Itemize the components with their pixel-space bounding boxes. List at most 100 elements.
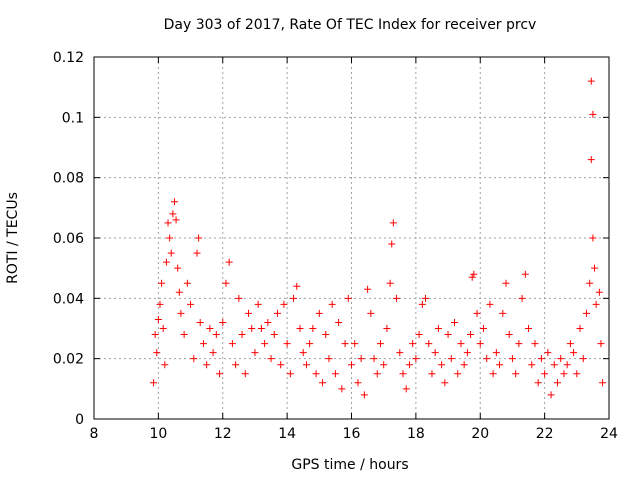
data-point <box>344 294 352 302</box>
data-point <box>370 355 378 363</box>
data-point <box>153 349 161 357</box>
y-tick-label: 0.06 <box>53 231 84 247</box>
data-point <box>415 331 423 339</box>
data-point <box>479 325 487 332</box>
data-point <box>473 309 481 317</box>
x-tick-label: 8 <box>90 426 99 442</box>
data-point <box>444 331 452 339</box>
y-tick-label: 0.12 <box>53 50 84 66</box>
data-point <box>309 325 317 332</box>
data-point <box>486 300 494 308</box>
data-point <box>447 355 455 363</box>
data-point <box>557 355 565 363</box>
data-point <box>199 340 207 348</box>
data-point <box>425 340 433 348</box>
data-point <box>579 355 587 363</box>
data-point <box>537 355 545 363</box>
data-point <box>166 234 174 242</box>
data-point <box>438 361 446 369</box>
data-point <box>195 234 203 242</box>
data-point <box>164 219 172 227</box>
data-point <box>563 361 571 369</box>
data-point <box>293 282 301 290</box>
data-point <box>150 379 158 387</box>
y-tick-label: 0.02 <box>53 352 84 368</box>
data-point <box>280 300 288 308</box>
data-point <box>409 340 417 348</box>
y-tick-label: 0 <box>75 412 84 428</box>
data-point <box>206 325 214 332</box>
data-point <box>393 294 401 302</box>
data-point <box>159 325 167 332</box>
data-point <box>325 355 333 363</box>
data-point <box>270 331 278 339</box>
data-point <box>389 219 397 227</box>
data-point <box>183 279 191 287</box>
data-point <box>595 288 603 296</box>
data-point <box>354 379 362 387</box>
data-point <box>302 361 310 369</box>
data-point <box>528 361 536 369</box>
data-point <box>463 349 471 357</box>
data-point <box>190 355 198 363</box>
chart-title: Day 303 of 2017, Rate Of TEC Index for r… <box>163 17 537 33</box>
data-point <box>267 355 275 363</box>
x-tick-label: 20 <box>471 426 489 442</box>
data-point <box>434 325 442 332</box>
data-point <box>451 318 458 326</box>
data-point <box>216 370 224 378</box>
x-tick-label: 24 <box>600 426 618 442</box>
data-point <box>599 379 607 387</box>
data-point <box>499 309 507 317</box>
data-point <box>405 361 413 369</box>
data-point <box>331 370 339 378</box>
data-point <box>169 210 177 218</box>
data-point <box>586 279 594 287</box>
data-point <box>312 370 320 378</box>
data-point <box>170 198 178 206</box>
data-point <box>315 309 323 317</box>
y-tick-label: 0.04 <box>53 291 84 307</box>
data-point <box>470 270 478 278</box>
data-point <box>386 279 394 287</box>
data-point <box>209 349 217 357</box>
data-point <box>518 294 526 302</box>
x-tick-label: 12 <box>214 426 232 442</box>
data-point <box>547 391 555 399</box>
data-point <box>399 370 407 378</box>
data-point <box>196 318 204 326</box>
data-point <box>570 349 578 357</box>
data-point <box>457 340 465 348</box>
data-point <box>187 300 195 308</box>
data-point <box>380 361 388 369</box>
data-point <box>251 349 259 357</box>
data-point <box>286 370 294 378</box>
data-point <box>441 379 449 387</box>
data-point <box>154 315 162 323</box>
data-point <box>373 370 381 378</box>
data-point <box>264 318 272 326</box>
data-point <box>158 279 166 287</box>
data-point <box>512 370 520 378</box>
data-point <box>376 340 384 348</box>
data-point <box>541 370 549 378</box>
data-point <box>172 216 180 224</box>
x-tick-label: 16 <box>343 426 361 442</box>
data-point <box>476 340 484 348</box>
data-point <box>592 300 600 308</box>
data-point <box>273 309 281 317</box>
data-point <box>306 340 314 348</box>
data-point <box>360 391 368 399</box>
data-point <box>177 309 185 317</box>
x-tick-label: 14 <box>278 426 296 442</box>
data-point <box>232 361 240 369</box>
data-point <box>245 309 252 317</box>
x-axis-label: GPS time / hours <box>291 457 409 473</box>
y-tick-label: 0.1 <box>62 110 84 126</box>
data-point <box>225 258 233 266</box>
data-point <box>283 340 291 348</box>
data-point <box>550 361 558 369</box>
data-point <box>589 234 597 242</box>
data-point <box>151 331 159 339</box>
